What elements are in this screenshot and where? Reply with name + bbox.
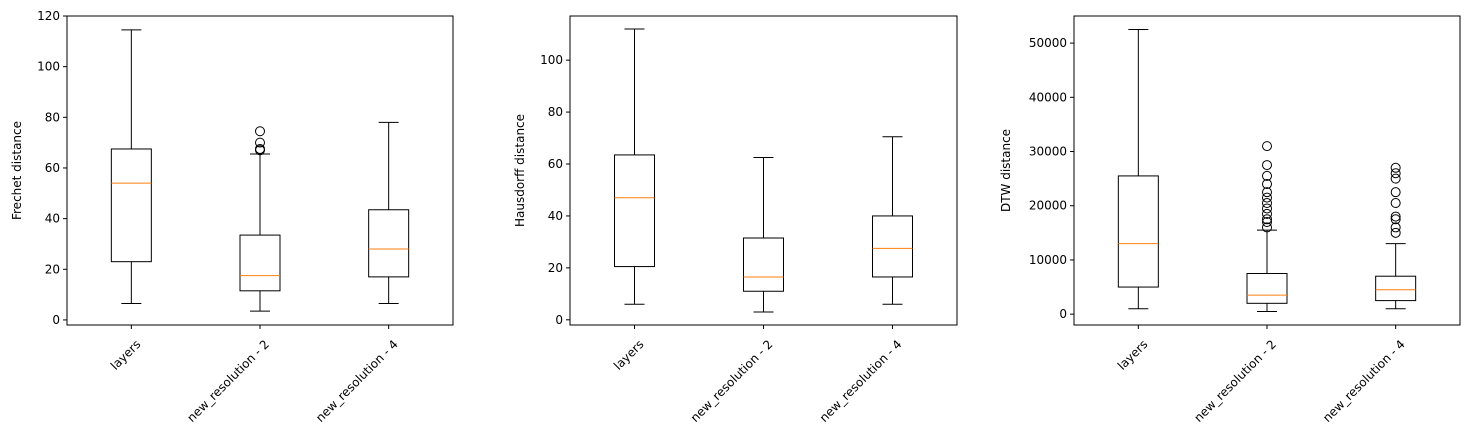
x-tick-label: layers: [108, 337, 144, 373]
outlier-point: [1262, 222, 1272, 233]
y-tick-label: 0: [1059, 307, 1067, 321]
outlier-point: [1262, 208, 1272, 219]
y-tick-label: 20: [45, 262, 60, 276]
y-axis-label: DTW distance: [999, 129, 1013, 212]
x-tick-label: new_resolution - 2: [1191, 337, 1279, 425]
box-3: [368, 121, 410, 304]
x-tick-label: layers: [1115, 337, 1151, 373]
box-iqr: [743, 237, 784, 292]
outlier-point: [255, 126, 265, 137]
outlier-point: [1390, 162, 1401, 173]
box-iqr: [239, 234, 281, 292]
outlier-point: [1262, 141, 1272, 152]
x-tick-label: layers: [611, 337, 647, 373]
box-iqr: [872, 215, 913, 278]
outlier-point: [255, 137, 265, 148]
plot-frame: [569, 15, 958, 326]
y-tick-label: 20000: [1029, 199, 1067, 213]
x-tick-label: new_resolution - 4: [1320, 337, 1408, 425]
y-tick-label: 0: [52, 313, 60, 327]
y-axis-label: Frechet distance: [10, 121, 24, 220]
outlier-point: [1390, 211, 1401, 222]
y-tick-label: 80: [548, 105, 563, 119]
x-tick-label: new_resolution - 2: [688, 337, 776, 425]
box-1: [1117, 29, 1159, 310]
box-1: [614, 28, 655, 305]
y-tick-label: 40: [45, 212, 60, 226]
y-tick-label: 60: [548, 157, 563, 171]
x-tick-label: new_resolution - 4: [313, 337, 401, 425]
box-1: [110, 29, 152, 304]
outlier-point: [1262, 170, 1272, 181]
outlier-point: [1262, 217, 1272, 227]
plot-frame: [1073, 15, 1461, 326]
box-iqr: [368, 209, 410, 278]
y-tick-label: 100: [540, 53, 563, 67]
y-tick-label: 60: [45, 161, 60, 175]
outlier-point: [1262, 187, 1272, 198]
outlier-point: [1262, 198, 1272, 209]
y-tick-label: 20: [548, 261, 563, 275]
outlier-point: [1390, 173, 1401, 184]
y-tick-label: 100: [37, 60, 60, 74]
y-tick-label: 50000: [1029, 36, 1067, 50]
outlier-point: [1390, 168, 1401, 179]
y-tick-label: 10000: [1029, 253, 1067, 267]
box-iqr: [614, 154, 655, 268]
outlier-point: [1262, 192, 1272, 203]
chart-panel-3: 0 10000 20000 30000 40000 50000 DTW distance la…: [999, 15, 1461, 425]
y-tick-label: 30000: [1029, 145, 1067, 159]
box-iqr: [1246, 273, 1288, 304]
plot-frame: [66, 15, 454, 326]
outlier-point: [1390, 227, 1401, 238]
chart-panel-1: 0 20 40 60 80 100 120 Frechet distance layers new…: [10, 9, 454, 425]
y-tick-label: 0: [555, 313, 563, 327]
outlier-point: [1390, 187, 1401, 198]
x-tick-label: new_resolution - 4: [817, 337, 905, 425]
x-tick-label: new_resolution - 2: [184, 337, 272, 425]
y-tick-label: 80: [45, 110, 60, 124]
box-3: [1375, 162, 1417, 310]
outlier-point: [1262, 203, 1272, 214]
outlier-point: [255, 143, 265, 154]
box-2: [743, 157, 784, 313]
outlier-point: [1390, 214, 1401, 225]
outlier-point: [1262, 160, 1272, 171]
box-iqr: [1375, 275, 1417, 302]
outlier-point: [1390, 198, 1401, 209]
chart-panel-2: 0 20 40 60 80 100 Hausdorff distance layers new_…: [513, 15, 958, 425]
box-iqr: [1117, 175, 1159, 288]
y-axis-label: Hausdorff distance: [513, 114, 527, 227]
y-tick-label: 40: [548, 209, 563, 223]
box-2: [239, 126, 281, 312]
outlier-point: [1262, 179, 1272, 190]
y-tick-label: 120: [37, 9, 60, 23]
y-tick-label: 40000: [1029, 90, 1067, 104]
outlier-point: [1390, 222, 1401, 233]
box-2: [1246, 141, 1288, 312]
outlier-point: [1262, 214, 1272, 225]
box-iqr: [110, 148, 152, 263]
box-3: [872, 136, 913, 305]
